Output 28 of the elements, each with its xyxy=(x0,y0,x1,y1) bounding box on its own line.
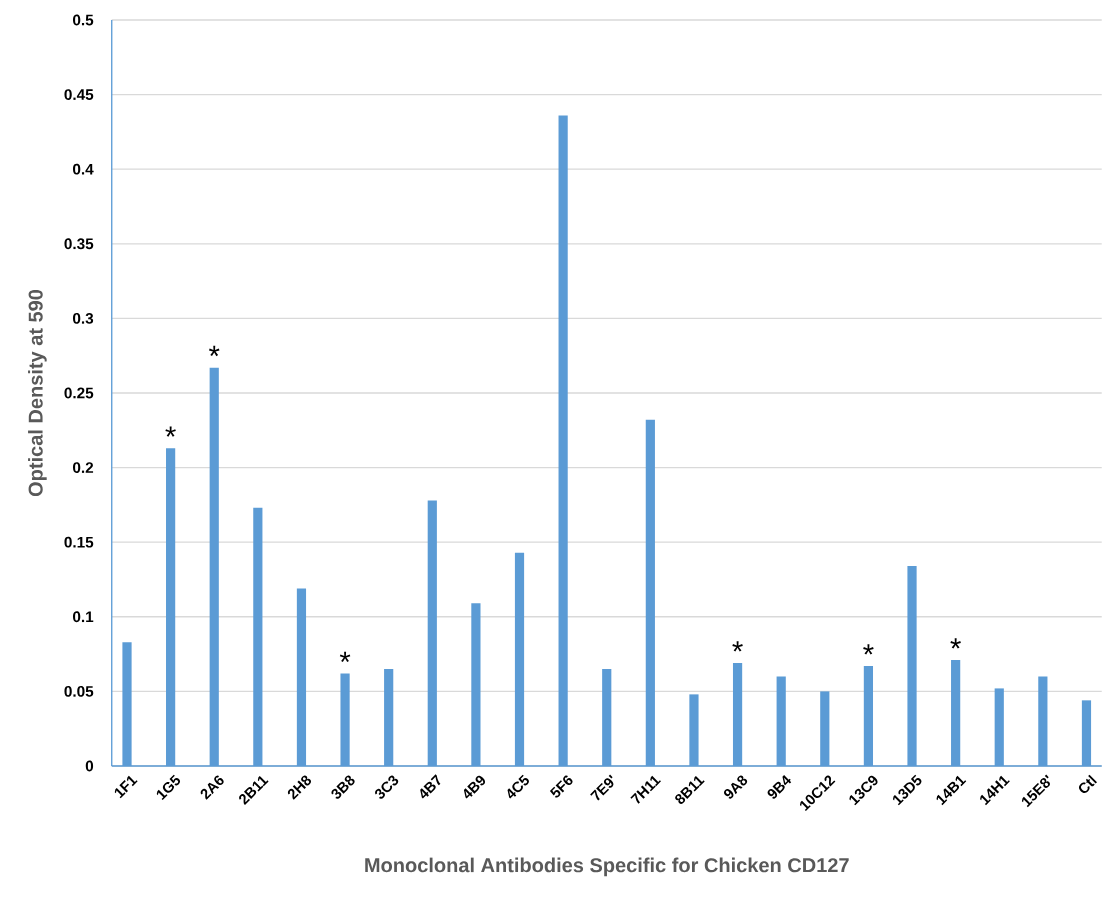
y-tick-label: 0.45 xyxy=(64,89,94,101)
y-tick-label: 0.1 xyxy=(72,611,94,623)
y-tick-label: 0.3 xyxy=(72,312,94,324)
y-tick-label: 0 xyxy=(85,760,94,772)
y-tick-label: 0.35 xyxy=(64,238,94,250)
y-tick-label: 0.4 xyxy=(72,163,94,175)
y-tick-label: 0.15 xyxy=(64,536,94,548)
annotation: * xyxy=(209,345,220,357)
y-axis-title: Optical Density at 590 xyxy=(28,289,47,497)
x-tick-label: Ctl xyxy=(1078,774,1098,794)
x-tick-label: 1F1 xyxy=(114,775,138,799)
x-tick-label: 4B9 xyxy=(463,775,486,799)
y-tick-label: 0.25 xyxy=(64,387,94,399)
x-tick-label: 9A8 xyxy=(723,775,748,799)
x-tick-label: 5F6 xyxy=(549,775,573,798)
y-tick-label: 0.05 xyxy=(64,685,94,697)
annotation: * xyxy=(863,644,874,655)
x-tick-label: 9B4 xyxy=(767,775,792,799)
x-axis-title: Monoclonal Antibodies Specific for Chicken CD127 xyxy=(365,857,849,877)
y-tick-label: 0.5 xyxy=(72,14,94,26)
annotation: * xyxy=(165,426,176,437)
x-tick-label: 3C3 xyxy=(375,775,399,799)
y-tick-label: 0.2 xyxy=(72,462,94,474)
x-tick-label: 4C5 xyxy=(507,774,529,799)
x-tick-label: 3B8 xyxy=(331,775,355,799)
annotation: * xyxy=(732,641,743,652)
annotation: * xyxy=(950,638,961,649)
annotation: * xyxy=(339,651,351,662)
